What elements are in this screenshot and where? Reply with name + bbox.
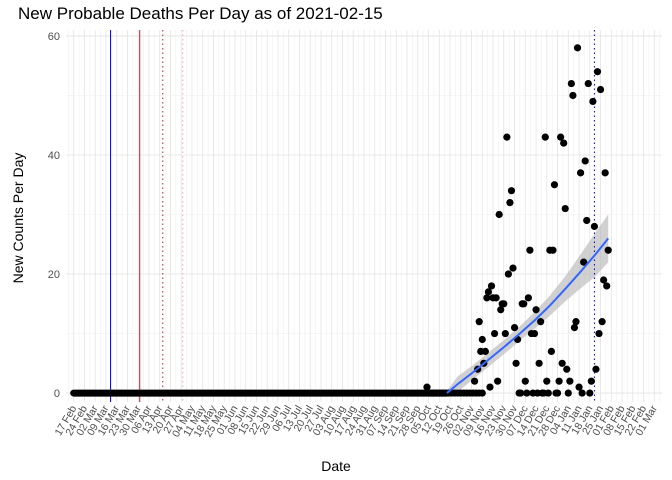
data-point — [592, 365, 600, 373]
data-point — [497, 306, 505, 314]
data-point — [572, 318, 580, 326]
data-point — [595, 329, 603, 338]
data-point — [573, 44, 582, 52]
data-point — [526, 246, 534, 254]
data-point — [570, 324, 579, 332]
data-point — [478, 389, 486, 397]
data-point — [583, 216, 591, 225]
x-axis-title: Date — [321, 458, 351, 474]
data-point — [494, 377, 502, 385]
y-tick-label: 40 — [48, 150, 60, 162]
data-point — [537, 318, 545, 326]
data-point — [566, 377, 574, 385]
data-point — [596, 85, 605, 94]
data-point — [478, 335, 486, 344]
data-point — [481, 347, 489, 356]
data-point — [561, 204, 569, 213]
y-axis-title: New Counts Per Day — [10, 152, 26, 284]
y-tick-label: 0 — [54, 388, 60, 400]
data-point — [523, 389, 531, 397]
data-point — [483, 294, 491, 302]
data-point — [503, 133, 511, 141]
data-point — [475, 318, 483, 326]
data-point — [601, 169, 609, 177]
smooth-ci-band — [446, 214, 609, 396]
data-point — [541, 133, 549, 141]
smooth-trend-line — [446, 237, 610, 394]
data-point — [423, 383, 431, 391]
y-tick-label: 60 — [48, 31, 60, 43]
data-point — [490, 329, 499, 338]
data-point — [563, 365, 571, 373]
data-point — [486, 383, 494, 391]
y-tick-label: 20 — [48, 269, 60, 281]
data-point — [580, 258, 588, 266]
data-point — [530, 329, 539, 338]
data-point — [470, 377, 479, 385]
data-point — [506, 199, 514, 207]
data-point — [504, 270, 512, 278]
data-point — [586, 389, 594, 397]
data-point — [512, 359, 520, 367]
data-point — [557, 133, 565, 141]
data-point — [547, 347, 556, 356]
data-point — [524, 294, 532, 302]
data-point — [500, 300, 508, 308]
data-point — [535, 359, 543, 367]
data-point — [575, 383, 583, 391]
data-point — [564, 389, 572, 397]
data-point — [589, 97, 597, 106]
data-point — [532, 306, 540, 314]
data-point — [584, 79, 592, 88]
data-point — [555, 377, 563, 385]
data-point — [600, 276, 608, 284]
data-point — [501, 329, 509, 338]
data-point — [558, 359, 566, 367]
data-point — [507, 187, 516, 195]
data-point — [560, 139, 568, 147]
chart-title: New Probable Deaths Per Day as of 2021-0… — [18, 4, 383, 23]
data-point — [581, 157, 589, 165]
data-point — [521, 377, 529, 385]
data-point — [495, 210, 503, 219]
data-point — [492, 294, 500, 302]
data-point — [549, 246, 557, 254]
data-point — [576, 169, 585, 177]
data-point — [543, 377, 551, 385]
data-point — [604, 246, 612, 254]
data-point — [603, 282, 611, 290]
data-point — [587, 377, 595, 385]
data-point — [520, 300, 528, 308]
data-point — [567, 79, 575, 88]
data-point — [487, 282, 496, 290]
data-point — [544, 389, 552, 397]
data-point — [509, 264, 517, 272]
data-point — [484, 288, 493, 296]
data-point — [578, 389, 586, 397]
data-point — [569, 91, 577, 100]
data-point — [553, 389, 562, 397]
data-point — [510, 324, 519, 332]
data-point — [590, 222, 599, 231]
data-point — [550, 181, 559, 189]
data-point — [517, 389, 525, 397]
data-point — [598, 318, 606, 326]
data-point — [593, 68, 602, 76]
